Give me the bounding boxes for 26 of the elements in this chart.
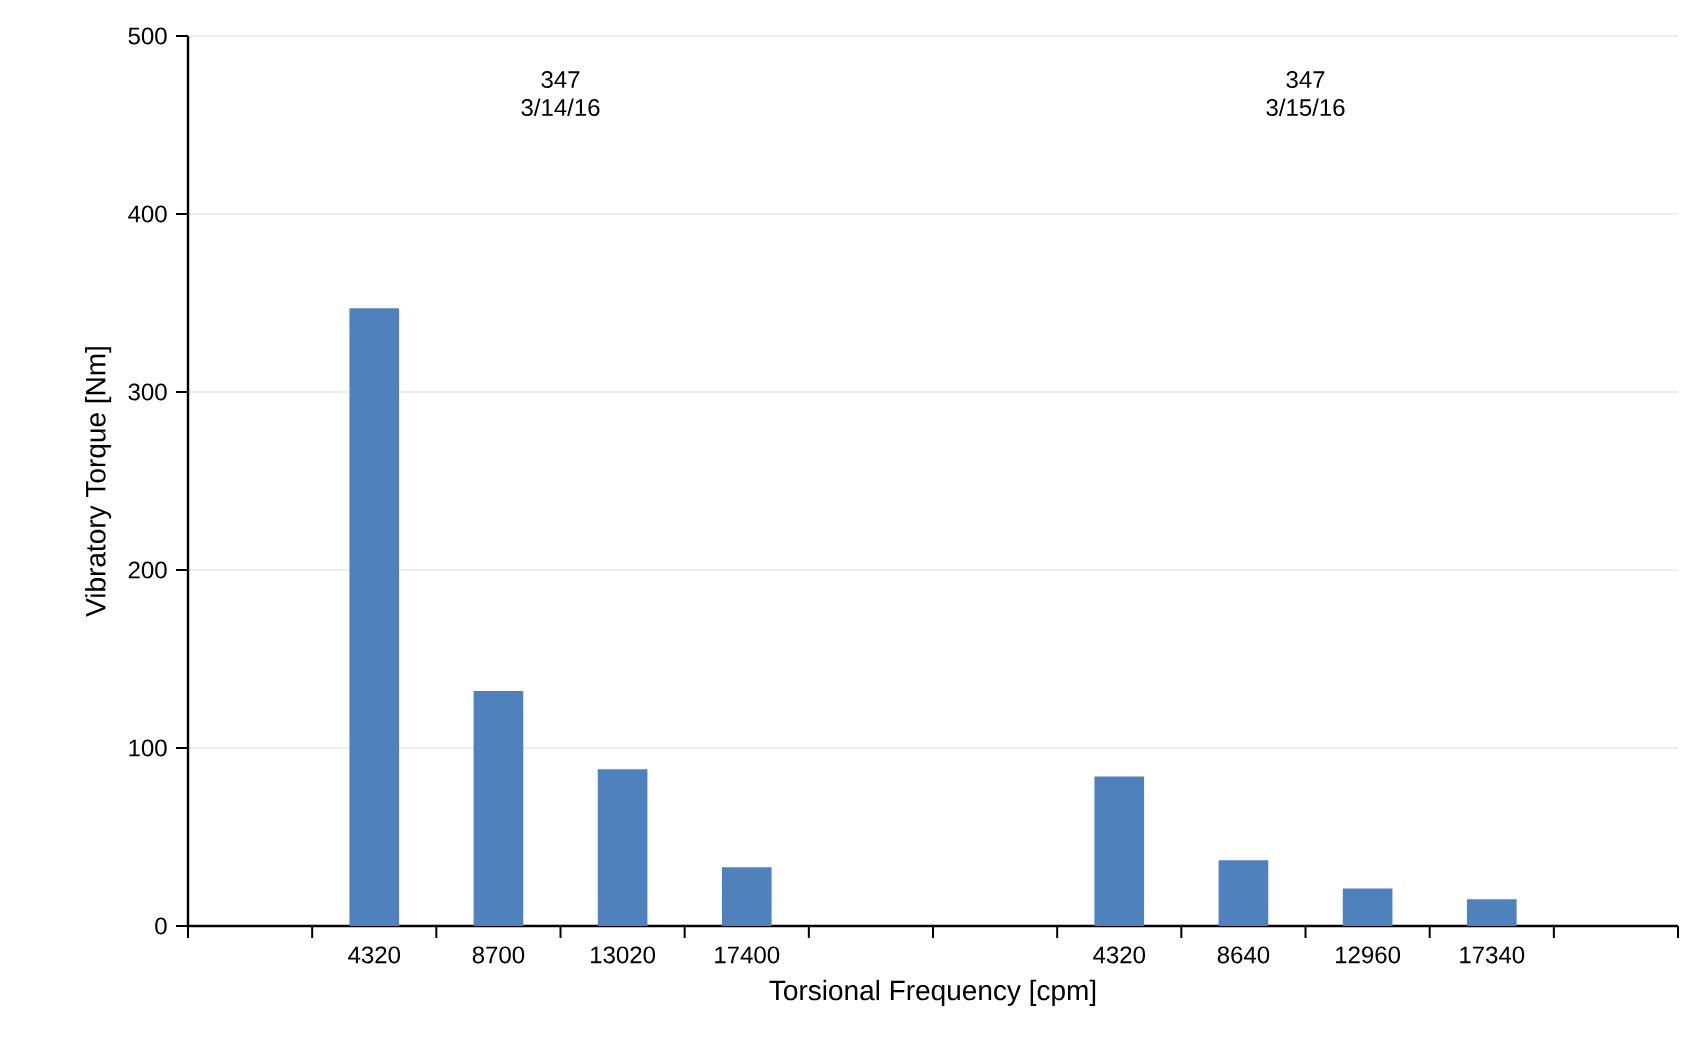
y-tick-label: 300 <box>128 383 167 401</box>
bar <box>473 691 524 926</box>
x-tick-label: 8640 <box>1217 946 1270 964</box>
y-tick-label: 400 <box>128 205 167 223</box>
x-tick-label: 4320 <box>348 946 401 964</box>
x-tick-label: 17400 <box>715 946 780 964</box>
bar <box>721 867 772 926</box>
bar <box>349 308 400 926</box>
bar <box>1094 776 1145 926</box>
annotation: 347 3/14/16 <box>521 71 600 117</box>
y-axis-title: Vibratory Torque [Nm] <box>85 347 112 617</box>
bar <box>597 769 648 926</box>
annotation: 347 3/15/16 <box>1266 71 1345 117</box>
x-tick-label: 13020 <box>591 946 656 964</box>
x-tick-label: 17340 <box>1460 946 1525 964</box>
x-axis-title: Torsional Frequency [cpm] <box>769 979 1096 1006</box>
x-tick-label: 12960 <box>1336 946 1401 964</box>
y-tick-label: 100 <box>129 739 167 757</box>
y-tick-label: 200 <box>128 561 167 579</box>
x-tick-label: 4320 <box>1093 946 1146 964</box>
y-tick-label: 0 <box>155 917 167 935</box>
bar <box>1466 899 1517 926</box>
bar <box>1218 860 1269 926</box>
x-tick-label: 8700 <box>472 946 525 964</box>
bar <box>1342 888 1393 926</box>
y-tick-label: 500 <box>128 27 167 45</box>
